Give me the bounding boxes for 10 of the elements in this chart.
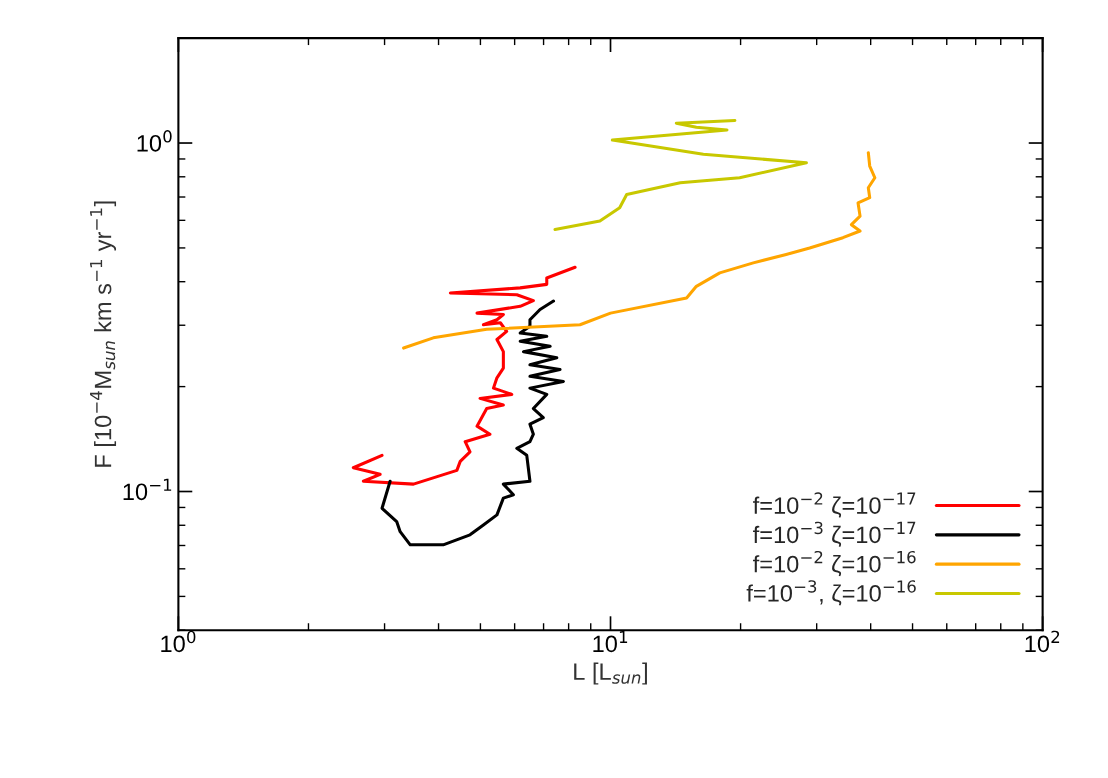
x-tick-label: 10$^{1}$ [593, 630, 628, 653]
legend-label: f=10$^{−2}$ ζ=10$^{−16}$ [753, 550, 916, 577]
legend-label: f=10$^{−3}$ ζ=10$^{−17}$ [753, 521, 916, 547]
x-tick-label: 10$^{2}$ [1025, 630, 1060, 653]
text: F [10$^{−4}$M$_{sun}$ km s$^{−1}$ yr$^{−1}$] [90, 201, 117, 467]
y-tick-label: 10$^{−1}$ [123, 478, 172, 501]
legend-label: f=10$^{−3}$, ζ=10$^{−16}$ [746, 580, 916, 606]
legend-label: f=10$^{−2}$ ζ=10$^{−17}$ [753, 492, 916, 518]
x-tick-label: 10$^{0}$ [161, 630, 196, 653]
x-axis-title: L [L$_{sun}$] [574, 662, 647, 685]
